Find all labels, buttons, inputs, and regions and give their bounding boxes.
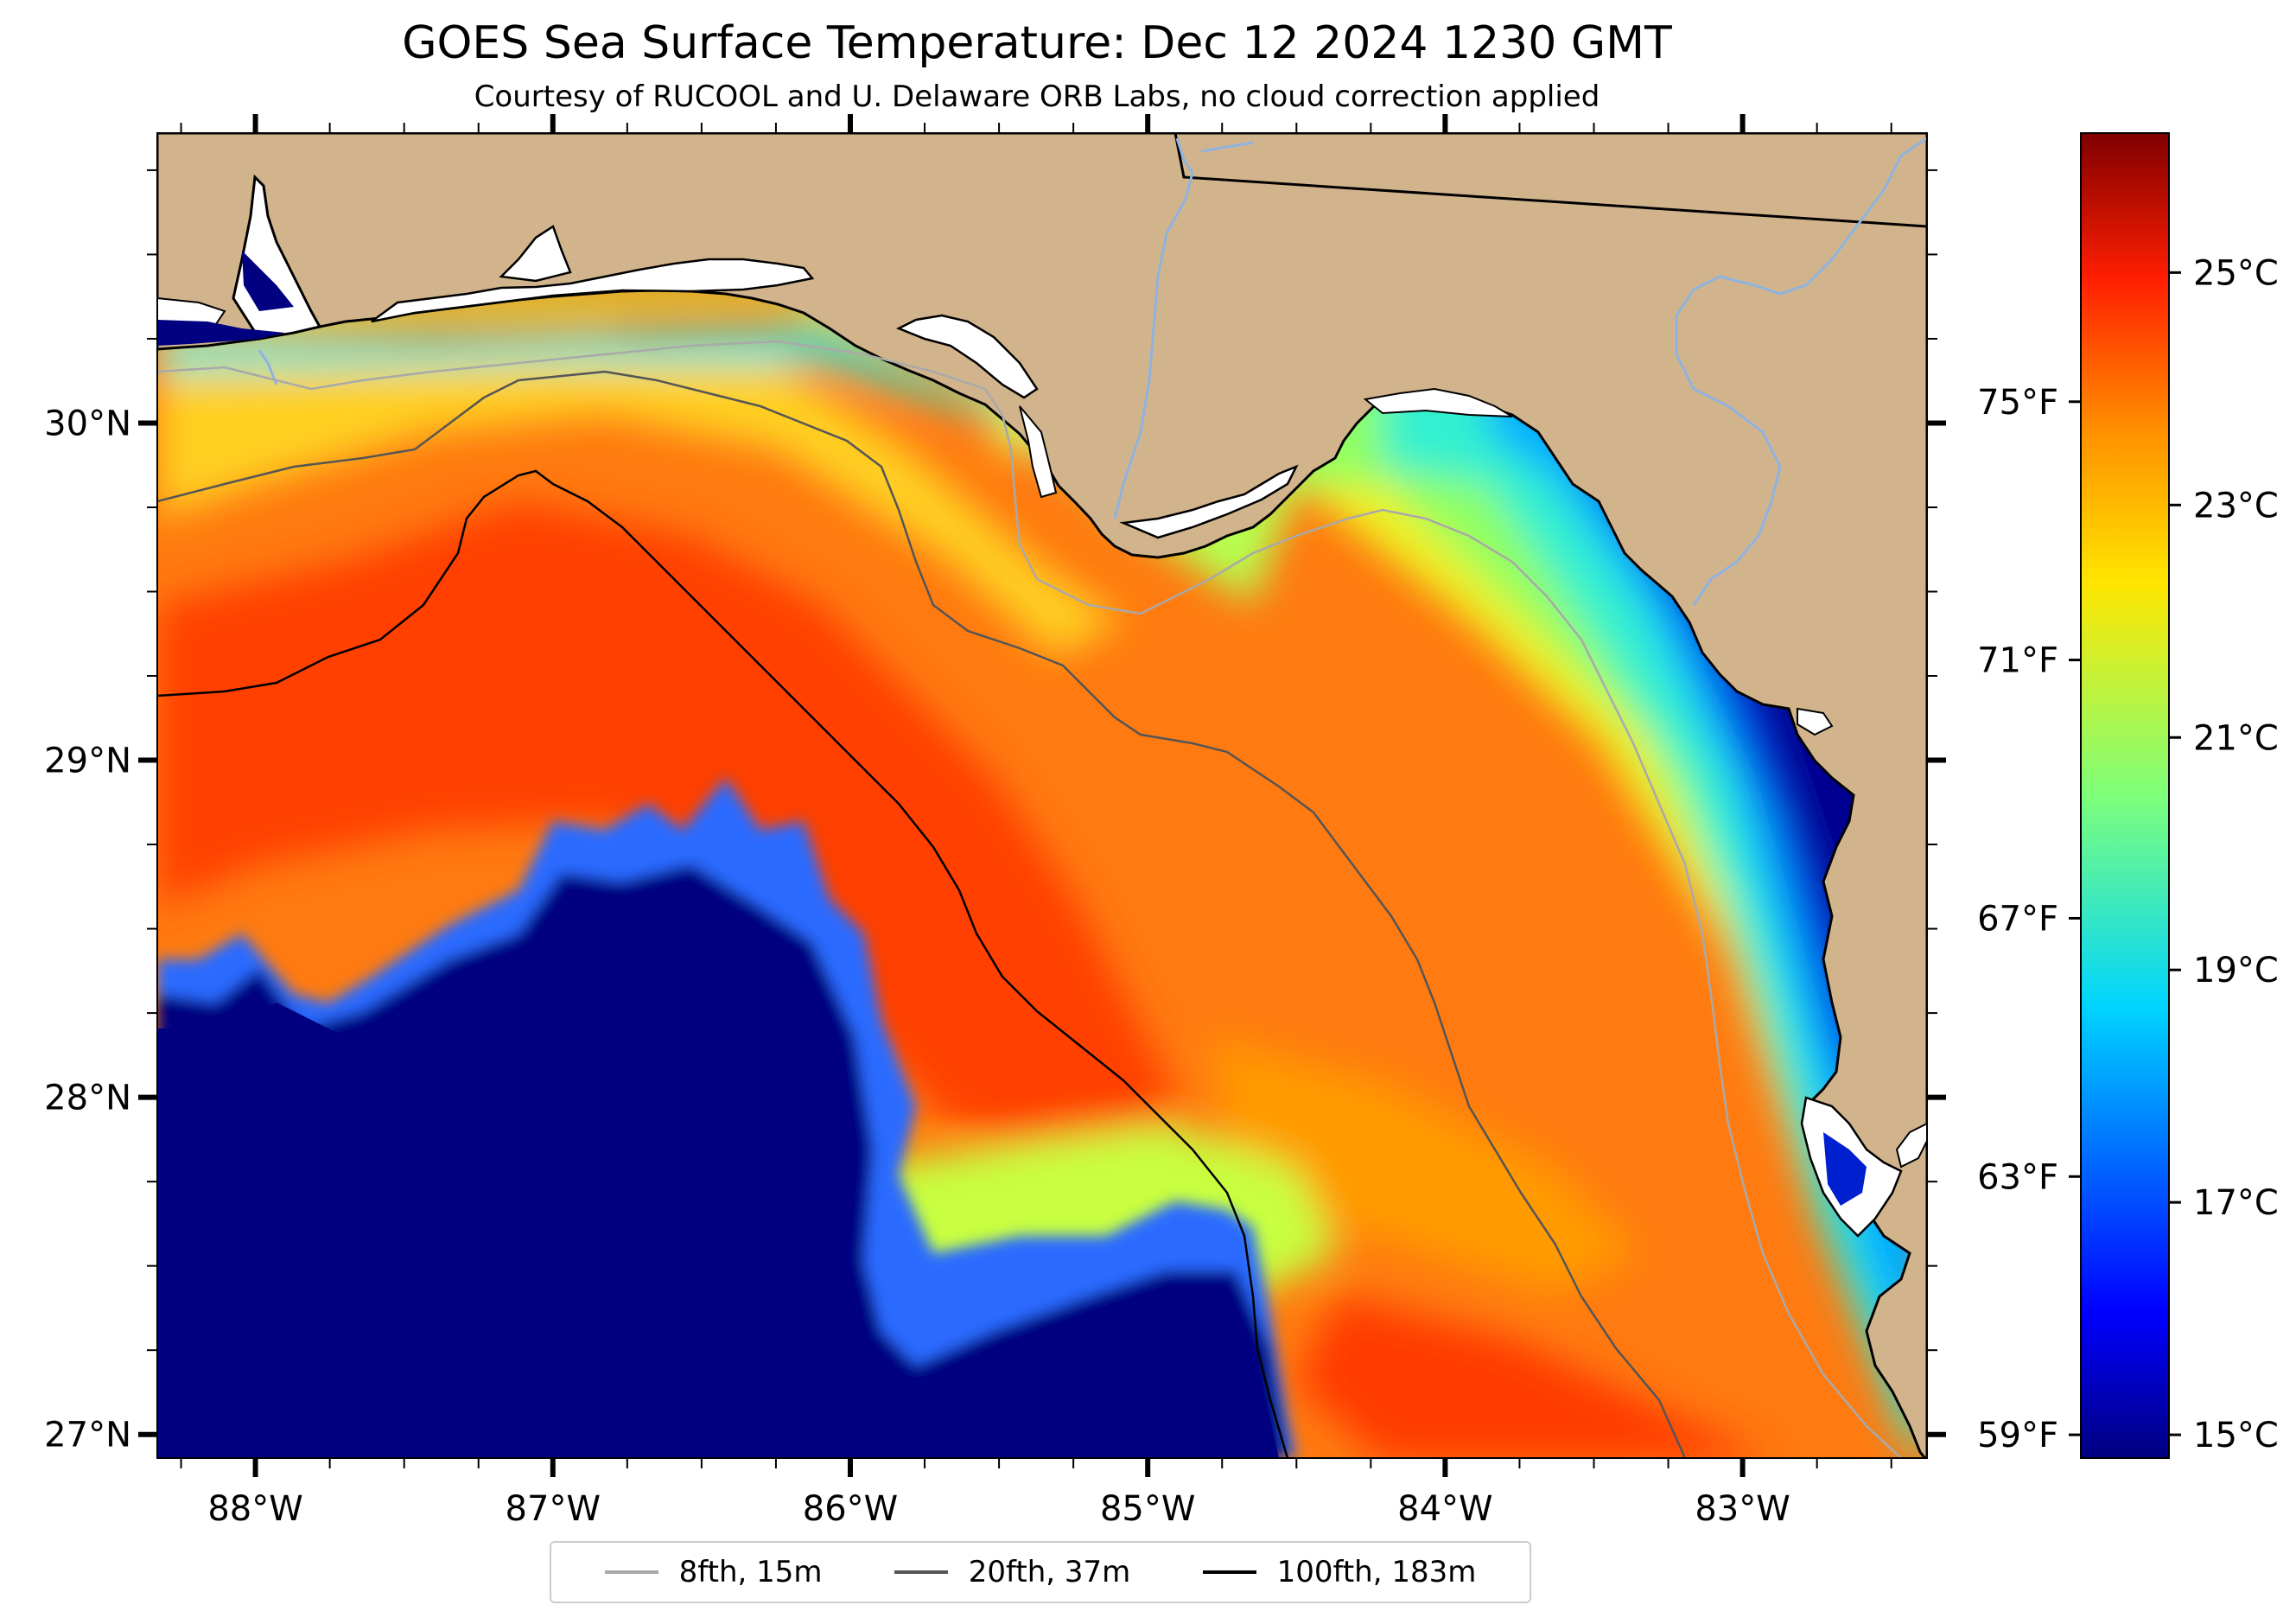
nearshore-cold-west [157,320,285,346]
apalachicola-islands [1119,464,1299,539]
bay-cold-pixels [242,251,294,311]
legend-label: 20fth, 37m [968,1555,1131,1589]
tampa-north [1895,1122,1927,1169]
colorbar-c-label: 15°C [2193,1416,2279,1455]
colorbar-f-label: 75°F [1977,383,2058,423]
contour-legend: 8fth, 15m 20fth, 37m 100fth, 183m [550,1541,1531,1603]
map-panel [157,133,1927,1458]
colorbar-c-label: 19°C [2193,951,2279,990]
lat-tick-label: 30°N [44,404,131,443]
lon-tick-label: 86°W [803,1489,898,1529]
contour-100fth [157,469,1289,1458]
colorbar [2080,132,2170,1459]
axis-ticks: 88°W 87°W 86°W 85°W 84°W 83°W 30°N 29°N 28°N 27°N [44,114,1946,1529]
legend-label: 100fth, 183m [1276,1555,1477,1589]
legend-item: 8fth, 15m [604,1555,823,1589]
lon-tick-label: 84°W [1397,1489,1492,1529]
colorbar-ticks: 25°C 23°C 21°C 19°C 17°C 15°C 75°F 71°F 67°F 63°F… [1977,253,2279,1455]
contour-8fth [157,340,1902,1458]
tampa-bay-water [1823,1132,1867,1206]
map-title: GOES Sea Surface Temperature: Dec 12 202… [402,17,1672,69]
legend-item: 100fth, 183m [1202,1555,1477,1589]
lon-tick-label: 85°W [1100,1489,1195,1529]
colorbar-f-label: 63°F [1977,1157,2058,1197]
legend-label: 8fth, 15m [678,1555,823,1589]
st-andrew-bay [895,314,1039,399]
state-boundary [1173,133,1927,228]
legend-line-swatch [1202,1570,1256,1574]
colorbar-f-label: 67°F [1977,899,2058,939]
lon-tick-label: 83°W [1695,1489,1790,1529]
pensacola-bay [499,225,572,283]
rivers [258,137,1927,606]
contour-20fth [157,370,1687,1458]
lat-tick-label: 28°N [44,1079,131,1118]
depth-contours [157,340,1902,1458]
lat-tick-label: 29°N [44,742,131,781]
colorbar-c-label: 25°C [2193,253,2279,293]
colorbar-c-label: 23°C [2193,486,2279,525]
legend-line-swatch [894,1570,948,1574]
lon-tick-label: 88°W [207,1489,302,1529]
legend-line-swatch [604,1570,658,1574]
deep-cold-core [157,916,1279,1458]
legend-item: 20fth, 37m [894,1555,1131,1589]
lat-tick-label: 27°N [44,1416,131,1455]
map-frame [156,132,1928,1459]
big-bend-coast-gap [1363,387,1513,417]
lon-tick-label: 87°W [506,1489,601,1529]
colorbar-f-label: 71°F [1977,641,2058,681]
cape-san-blas [1019,405,1058,499]
colorbar-f-label: 59°F [1977,1416,2058,1455]
cedar-key-islands [1797,707,1834,736]
colorbar-c-label: 21°C [2193,718,2279,758]
barrier-islands [371,258,815,323]
map-subtitle: Courtesy of RUCOOL and U. Delaware ORB L… [474,80,1600,114]
colorbar-c-label: 17°C [2193,1183,2279,1223]
